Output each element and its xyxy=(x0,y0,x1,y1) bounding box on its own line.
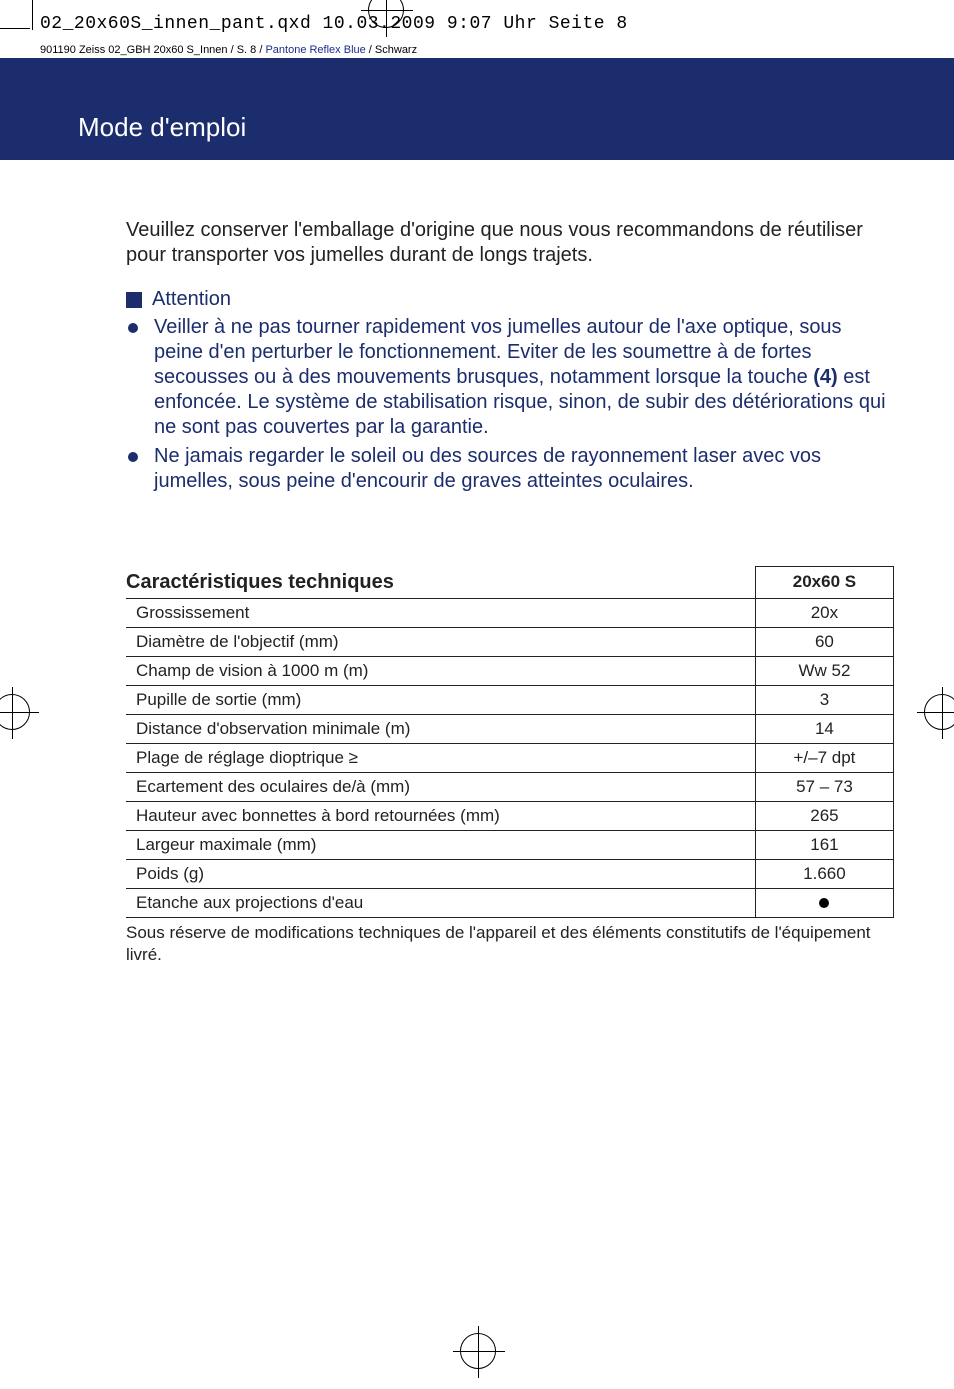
spec-row: Grossissement20x xyxy=(126,598,894,627)
spec-heading: Caractéristiques techniques xyxy=(126,567,755,599)
attention-heading: Attention xyxy=(126,288,894,311)
spec-value: 14 xyxy=(755,714,893,743)
square-bullet-icon xyxy=(126,292,142,308)
spec-value: 20x xyxy=(755,598,893,627)
spec-value: 161 xyxy=(755,830,893,859)
dot-icon xyxy=(819,898,829,908)
registration-mark-bottom xyxy=(460,1333,496,1369)
spec-label: Largeur maximale (mm) xyxy=(126,830,755,859)
spec-value: 57 – 73 xyxy=(755,772,893,801)
spec-value: 265 xyxy=(755,801,893,830)
spec-value: Ww 52 xyxy=(755,656,893,685)
spec-row: Etanche aux projections d'eau xyxy=(126,888,894,917)
spec-label: Hauteur avec bonnettes à bord retournées… xyxy=(126,801,755,830)
sub-meta-part2: / Schwarz xyxy=(366,44,417,56)
registration-mark-left xyxy=(0,694,30,730)
b1-bold: (4) xyxy=(813,366,837,388)
header-bar xyxy=(0,58,954,160)
sub-meta-part1: 901190 Zeiss 02_GBH 20x60 S_Innen / S. 8… xyxy=(40,44,265,56)
registration-mark-right xyxy=(924,694,954,730)
spec-value xyxy=(755,888,893,917)
spec-row: Plage de réglage dioptrique ≥+/–7 dpt xyxy=(126,743,894,772)
spec-row: Poids (g)1.660 xyxy=(126,859,894,888)
spec-label: Ecartement des oculaires de/à (mm) xyxy=(126,772,755,801)
intro-paragraph: Veuillez conserver l'emballage d'origine… xyxy=(126,218,894,268)
spec-model-header: 20x60 S xyxy=(755,567,893,599)
spec-label: Poids (g) xyxy=(126,859,755,888)
spec-footnote: Sous réserve de modifications techniques… xyxy=(126,922,894,966)
spec-label: Plage de réglage dioptrique ≥ xyxy=(126,743,755,772)
spec-row: Pupille de sortie (mm)3 xyxy=(126,685,894,714)
attention-item-2: Ne jamais regarder le soleil ou des sour… xyxy=(126,444,894,494)
specs-table: Caractéristiques techniques 20x60 S Gros… xyxy=(126,566,894,918)
spec-value: 3 xyxy=(755,685,893,714)
spec-label: Pupille de sortie (mm) xyxy=(126,685,755,714)
attention-label: Attention xyxy=(152,288,231,311)
spec-row: Champ de vision à 1000 m (m)Ww 52 xyxy=(126,656,894,685)
file-sub-meta: 901190 Zeiss 02_GBH 20x60 S_Innen / S. 8… xyxy=(40,44,417,56)
spec-label: Etanche aux projections d'eau xyxy=(126,888,755,917)
spec-label: Distance d'observation minimale (m) xyxy=(126,714,755,743)
spec-row: Distance d'observation minimale (m)14 xyxy=(126,714,894,743)
spec-label: Champ de vision à 1000 m (m) xyxy=(126,656,755,685)
spec-row: Largeur maximale (mm)161 xyxy=(126,830,894,859)
spec-row: Hauteur avec bonnettes à bord retournées… xyxy=(126,801,894,830)
spec-value: 60 xyxy=(755,627,893,656)
sub-meta-blue: Pantone Reflex Blue xyxy=(265,44,365,56)
b1-pre: Veiller à ne pas tourner rapidement vos … xyxy=(154,316,842,388)
spec-row: Ecartement des oculaires de/à (mm)57 – 7… xyxy=(126,772,894,801)
attention-item-1: Veiller à ne pas tourner rapidement vos … xyxy=(126,315,894,440)
spec-value: +/–7 dpt xyxy=(755,743,893,772)
page-title: Mode d'emploi xyxy=(78,112,246,143)
attention-list: Veiller à ne pas tourner rapidement vos … xyxy=(126,315,894,494)
file-meta-line: 02_20x60S_innen_pant.qxd 10.03.2009 9:07… xyxy=(40,14,628,34)
spec-value: 1.660 xyxy=(755,859,893,888)
spec-label: Grossissement xyxy=(126,598,755,627)
spec-label: Diamètre de l'objectif (mm) xyxy=(126,627,755,656)
spec-row: Diamètre de l'objectif (mm)60 xyxy=(126,627,894,656)
